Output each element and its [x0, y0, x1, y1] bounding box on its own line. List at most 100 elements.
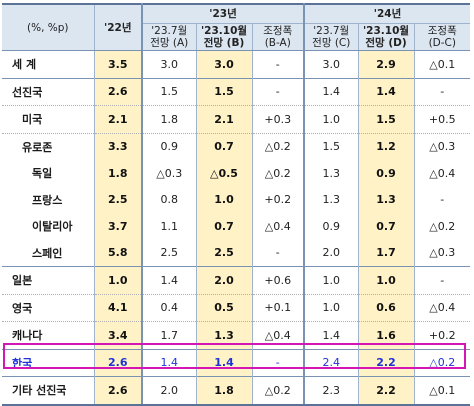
value-23-jul: 0.8	[141, 186, 196, 213]
row-label: 세 계	[2, 50, 94, 78]
table-row: 미국 2.1 1.8 2.1 +0.3 1.0 1.5 +0.5	[2, 105, 471, 133]
value-24-jul: 1.3	[303, 160, 359, 187]
value-24-oct: 1.6	[357, 321, 415, 349]
value-24-adjustment: △0.2	[413, 213, 471, 240]
value-24-jul: 1.5	[303, 132, 359, 160]
col-23-jul-forecast: '23.7월 전망 (A)	[141, 23, 196, 51]
value-23-oct: 2.0	[195, 266, 252, 294]
value-2022: 2.6	[93, 376, 142, 406]
row-label: 영국	[2, 293, 94, 322]
value-23-adjustment: +0.6	[251, 266, 305, 294]
value-24-oct: 0.7	[357, 213, 415, 240]
value-24-oct: 1.7	[357, 239, 415, 267]
row-label: 한국	[2, 348, 94, 377]
value-2022: 3.7	[93, 213, 142, 240]
value-23-adjustment: △0.2	[251, 132, 305, 160]
table-row: 이탈리아 3.7 1.1 0.7 △0.4 0.9 0.7 △0.2	[2, 213, 471, 240]
value-24-oct: 1.3	[357, 186, 415, 213]
value-23-adjustment: △0.4	[251, 321, 305, 349]
value-24-oct: 0.9	[357, 160, 415, 187]
row-label: 프랑스	[32, 193, 63, 207]
value-23-oct: △0.5	[195, 160, 252, 187]
growth-forecast-table: (%, %p) '22년 '23년 '24년 '23.7월 전망 (A) '23…	[2, 3, 471, 406]
value-2022: 4.1	[93, 293, 142, 322]
value-2022: 2.6	[93, 348, 142, 377]
value-24-oct: 0.6	[357, 293, 415, 322]
unit-header: (%, %p)	[2, 4, 94, 51]
value-23-oct: 1.0	[195, 186, 252, 213]
table-row: 선진국 2.6 1.5 1.5-1.4 1.4-	[2, 77, 471, 106]
value-23-jul: 0.9	[141, 132, 196, 160]
value-23-adjustment: △0.4	[251, 213, 305, 240]
value-23-oct: 1.4	[195, 348, 252, 377]
value-24-oct: 2.2	[357, 376, 415, 406]
value-23-jul: 2.5	[141, 239, 196, 267]
value-24-jul: 3.0	[303, 50, 359, 78]
table-row: 캐나다 3.4 1.7 1.3 △0.4 1.4 1.6 +0.2	[2, 321, 471, 349]
row-label: 일본	[2, 266, 94, 294]
value-24-jul: 1.0	[303, 105, 359, 133]
col-24-oct-forecast: '23.10월 전망 (D)	[357, 23, 415, 51]
value-2022: 2.5	[93, 186, 142, 213]
value-24-adjustment: △0.1	[413, 50, 471, 78]
value-24-adjustment: △0.1	[413, 376, 471, 406]
row-label: 유로존	[2, 132, 94, 160]
value-24-jul: 2.4	[303, 348, 359, 377]
value-24-oct: 1.4	[357, 77, 415, 106]
table-row: 기타 선진국 2.6 2.0 1.8 △0.2 2.3 2.2 △0.1	[2, 376, 471, 406]
value-23-jul: 1.5	[141, 77, 196, 106]
value-24-adjustment: -	[413, 186, 471, 213]
value-24-adjustment: △0.3	[413, 239, 471, 267]
value-24-jul: 1.4	[303, 321, 359, 349]
year22-header: '22년	[93, 4, 142, 51]
row-label: 스페인	[32, 246, 63, 260]
value-23-jul: 1.4	[141, 348, 196, 377]
table-row: 영국 4.1 0.4 0.5 +0.1 1.0 0.6 △0.4	[2, 293, 471, 322]
value-23-oct: 1.5	[195, 77, 252, 106]
year24-header: '24년	[303, 4, 471, 24]
value-23-oct: 3.0	[195, 50, 252, 78]
value-24-jul: 1.4	[303, 77, 359, 106]
row-label: 독일	[32, 167, 53, 181]
value-2022: 2.6	[93, 77, 142, 106]
value-23-jul: △0.3	[141, 160, 196, 187]
value-2022: 1.8	[93, 160, 142, 187]
value-24-jul: 0.9	[303, 213, 359, 240]
value-2022: 3.3	[93, 132, 142, 160]
value-2022: 3.4	[93, 321, 142, 349]
col-23-adjustment: 조정폭 (B-A)	[251, 23, 305, 51]
value-24-oct: 2.2	[357, 348, 415, 377]
row-label: 미국	[2, 105, 94, 133]
value-23-oct: 1.8	[195, 376, 252, 406]
value-23-jul: 1.8	[141, 105, 196, 133]
value-23-adjustment: +0.2	[251, 186, 305, 213]
table-row: 한국 2.6 1.4 1.4-2.4 2.2 △0.2	[2, 348, 471, 377]
value-2022: 2.1	[93, 105, 142, 133]
value-2022: 3.5	[93, 50, 142, 78]
value-24-oct: 1.2	[357, 132, 415, 160]
value-24-adjustment: -	[413, 77, 471, 106]
value-24-jul: 2.0	[303, 239, 359, 267]
value-23-adjustment: -	[251, 50, 305, 78]
table-row: 스페인 5.8 2.5 2.5-2.0 1.7 △0.3	[2, 239, 471, 267]
value-24-jul: 1.0	[303, 293, 359, 322]
value-23-oct: 2.1	[195, 105, 252, 133]
row-label: 이탈리아	[32, 220, 73, 234]
value-24-jul: 1.0	[303, 266, 359, 294]
value-2022: 1.0	[93, 266, 142, 294]
table-row: 독일 1.8 △0.3 △0.5 △0.2 1.3 0.9 △0.4	[2, 160, 471, 187]
value-24-adjustment: △0.4	[413, 160, 471, 187]
value-24-adjustment: △0.4	[413, 293, 471, 322]
value-24-oct: 1.0	[357, 266, 415, 294]
value-24-jul: 1.3	[303, 186, 359, 213]
value-23-jul: 1.7	[141, 321, 196, 349]
row-label: 선진국	[2, 77, 94, 106]
value-24-adjustment: △0.2	[413, 348, 471, 377]
col-24-jul-forecast: '23.7월 전망 (C)	[303, 23, 359, 51]
year23-header: '23년	[140, 4, 305, 24]
value-2022: 5.8	[93, 239, 142, 267]
value-23-oct: 0.7	[195, 132, 252, 160]
value-24-oct: 1.5	[357, 105, 415, 133]
value-23-adjustment: -	[251, 239, 305, 267]
value-23-adjustment: -	[251, 77, 305, 106]
